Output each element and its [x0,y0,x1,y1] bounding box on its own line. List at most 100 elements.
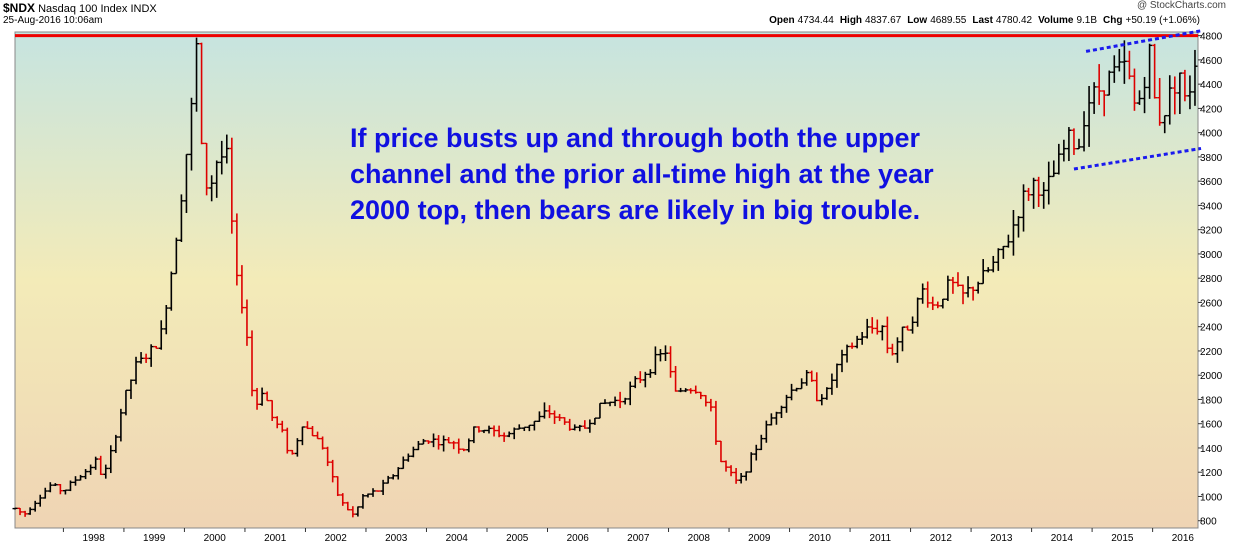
ohlc-bar [118,408,124,442]
y-tick-label: 3200 [1200,226,1223,237]
stat-label-high: High [839,15,863,26]
ohlc-bar [516,424,522,430]
ohlc-bar [123,389,129,416]
x-tick-label: 2016 [1172,533,1195,544]
ohlc-bar [264,391,270,402]
ohlc-bar [420,438,426,445]
ohlc-bar [552,410,558,424]
ohlc-bar [804,370,810,386]
ohlc-bar [622,397,628,405]
ohlc-bar [723,460,729,472]
ohlc-bar [990,255,996,273]
ohlc-bar [647,369,653,378]
x-tick-label: 1998 [83,533,106,544]
ohlc-bar [889,343,895,356]
y-tick-label: 3400 [1200,201,1223,212]
ohlc-bar [259,387,265,406]
ohlc-bar [935,301,941,309]
ohlc-bar [874,319,880,335]
stockcharts-watermark: @ StockCharts.com [1136,0,1226,11]
ohlc-bar [294,438,300,457]
ohlc-bar [547,405,553,419]
ohlc-bar [668,346,674,378]
ohlc-bar [567,418,573,431]
price-stats: Open 4734.44 High 4837.67 Low 4689.55 Last 4780… [763,15,1200,26]
x-tick-label: 2008 [688,533,711,544]
ohlc-bar [869,317,875,334]
ohlc-bar [940,298,946,309]
ohlc-bar [506,431,512,438]
ohlc-bar [148,344,154,367]
y-tick-label: 1200 [1200,468,1223,479]
ohlc-bar [678,387,684,393]
ohlc-bar [163,304,169,335]
ohlc-bar [773,411,779,425]
ohlc-bar [632,376,638,389]
ohlc-bar [17,507,23,516]
ohlc-bar [592,417,598,425]
ohlc-bar [748,452,754,473]
ohlc-bar [360,493,366,509]
stat-label-open: Open [769,15,795,26]
ohlc-bar [1172,76,1178,115]
ohlc-bar [1101,90,1107,117]
ohlc-bar [1152,43,1158,99]
y-tick-label: 800 [1200,517,1217,528]
ohlc-bar [355,506,361,517]
ohlc-bar [1056,143,1062,175]
ohlc-bar [950,276,956,294]
ohlc-bar [728,465,734,477]
ohlc-bar [441,435,447,452]
ohlc-bar [415,440,421,451]
ohlc-bar [42,487,48,499]
ohlc-bar [199,42,205,145]
ohlc-bar [73,476,79,486]
ohlc-bar [753,444,759,461]
ohlc-bar [839,349,845,373]
ohlc-bar [1076,138,1082,150]
y-tick-label: 3000 [1200,250,1223,261]
ohlc-bar [1131,68,1137,111]
x-tick-label: 2014 [1051,533,1074,544]
ohlc-bar [1182,69,1188,102]
ohlc-bar [965,276,971,298]
ohlc-bar [758,434,764,451]
y-tick-label: 1400 [1200,444,1223,455]
ohlc-bar [784,394,790,413]
ohlc-bar [178,194,184,243]
ohlc-bar [365,493,371,498]
ohlc-bar [436,435,442,450]
ohlc-bar [597,402,603,419]
ohlc-bar [466,438,472,453]
ohlc-bar [491,425,497,437]
ohlc-bar [572,424,578,431]
ohlc-bar [1071,128,1077,155]
ohlc-bar [799,378,805,390]
x-tick-label: 2009 [748,533,771,544]
y-tick-label: 4600 [1200,56,1223,67]
y-tick-label: 2400 [1200,323,1223,334]
ohlc-bar [743,471,749,481]
ohlc-bar [763,420,769,443]
ohlc-bar [617,391,623,409]
ohlc-bar [859,332,865,345]
ohlc-bar [1061,139,1067,162]
ohlc-bar [299,426,305,446]
y-tick-label: 1600 [1200,420,1223,431]
ohlc-bar [501,432,507,442]
stat-value-high: 4837.67 [865,15,902,26]
ohlc-bar [1162,114,1168,134]
ohlc-bar [1041,182,1047,209]
ohlc-bar [471,426,477,444]
ohlc-bar [214,160,220,198]
x-tick-label: 2004 [446,533,469,544]
x-tick-label: 2011 [870,533,892,544]
ohlc-bar [284,427,290,454]
y-tick-label: 2200 [1200,347,1223,358]
x-tick-label: 2000 [204,533,227,544]
ohlc-bar [698,391,704,400]
ohlc-bar [279,420,285,433]
ohlc-bar [67,480,73,492]
ohlc-bar [320,436,326,450]
ohlc-bar [920,283,926,304]
